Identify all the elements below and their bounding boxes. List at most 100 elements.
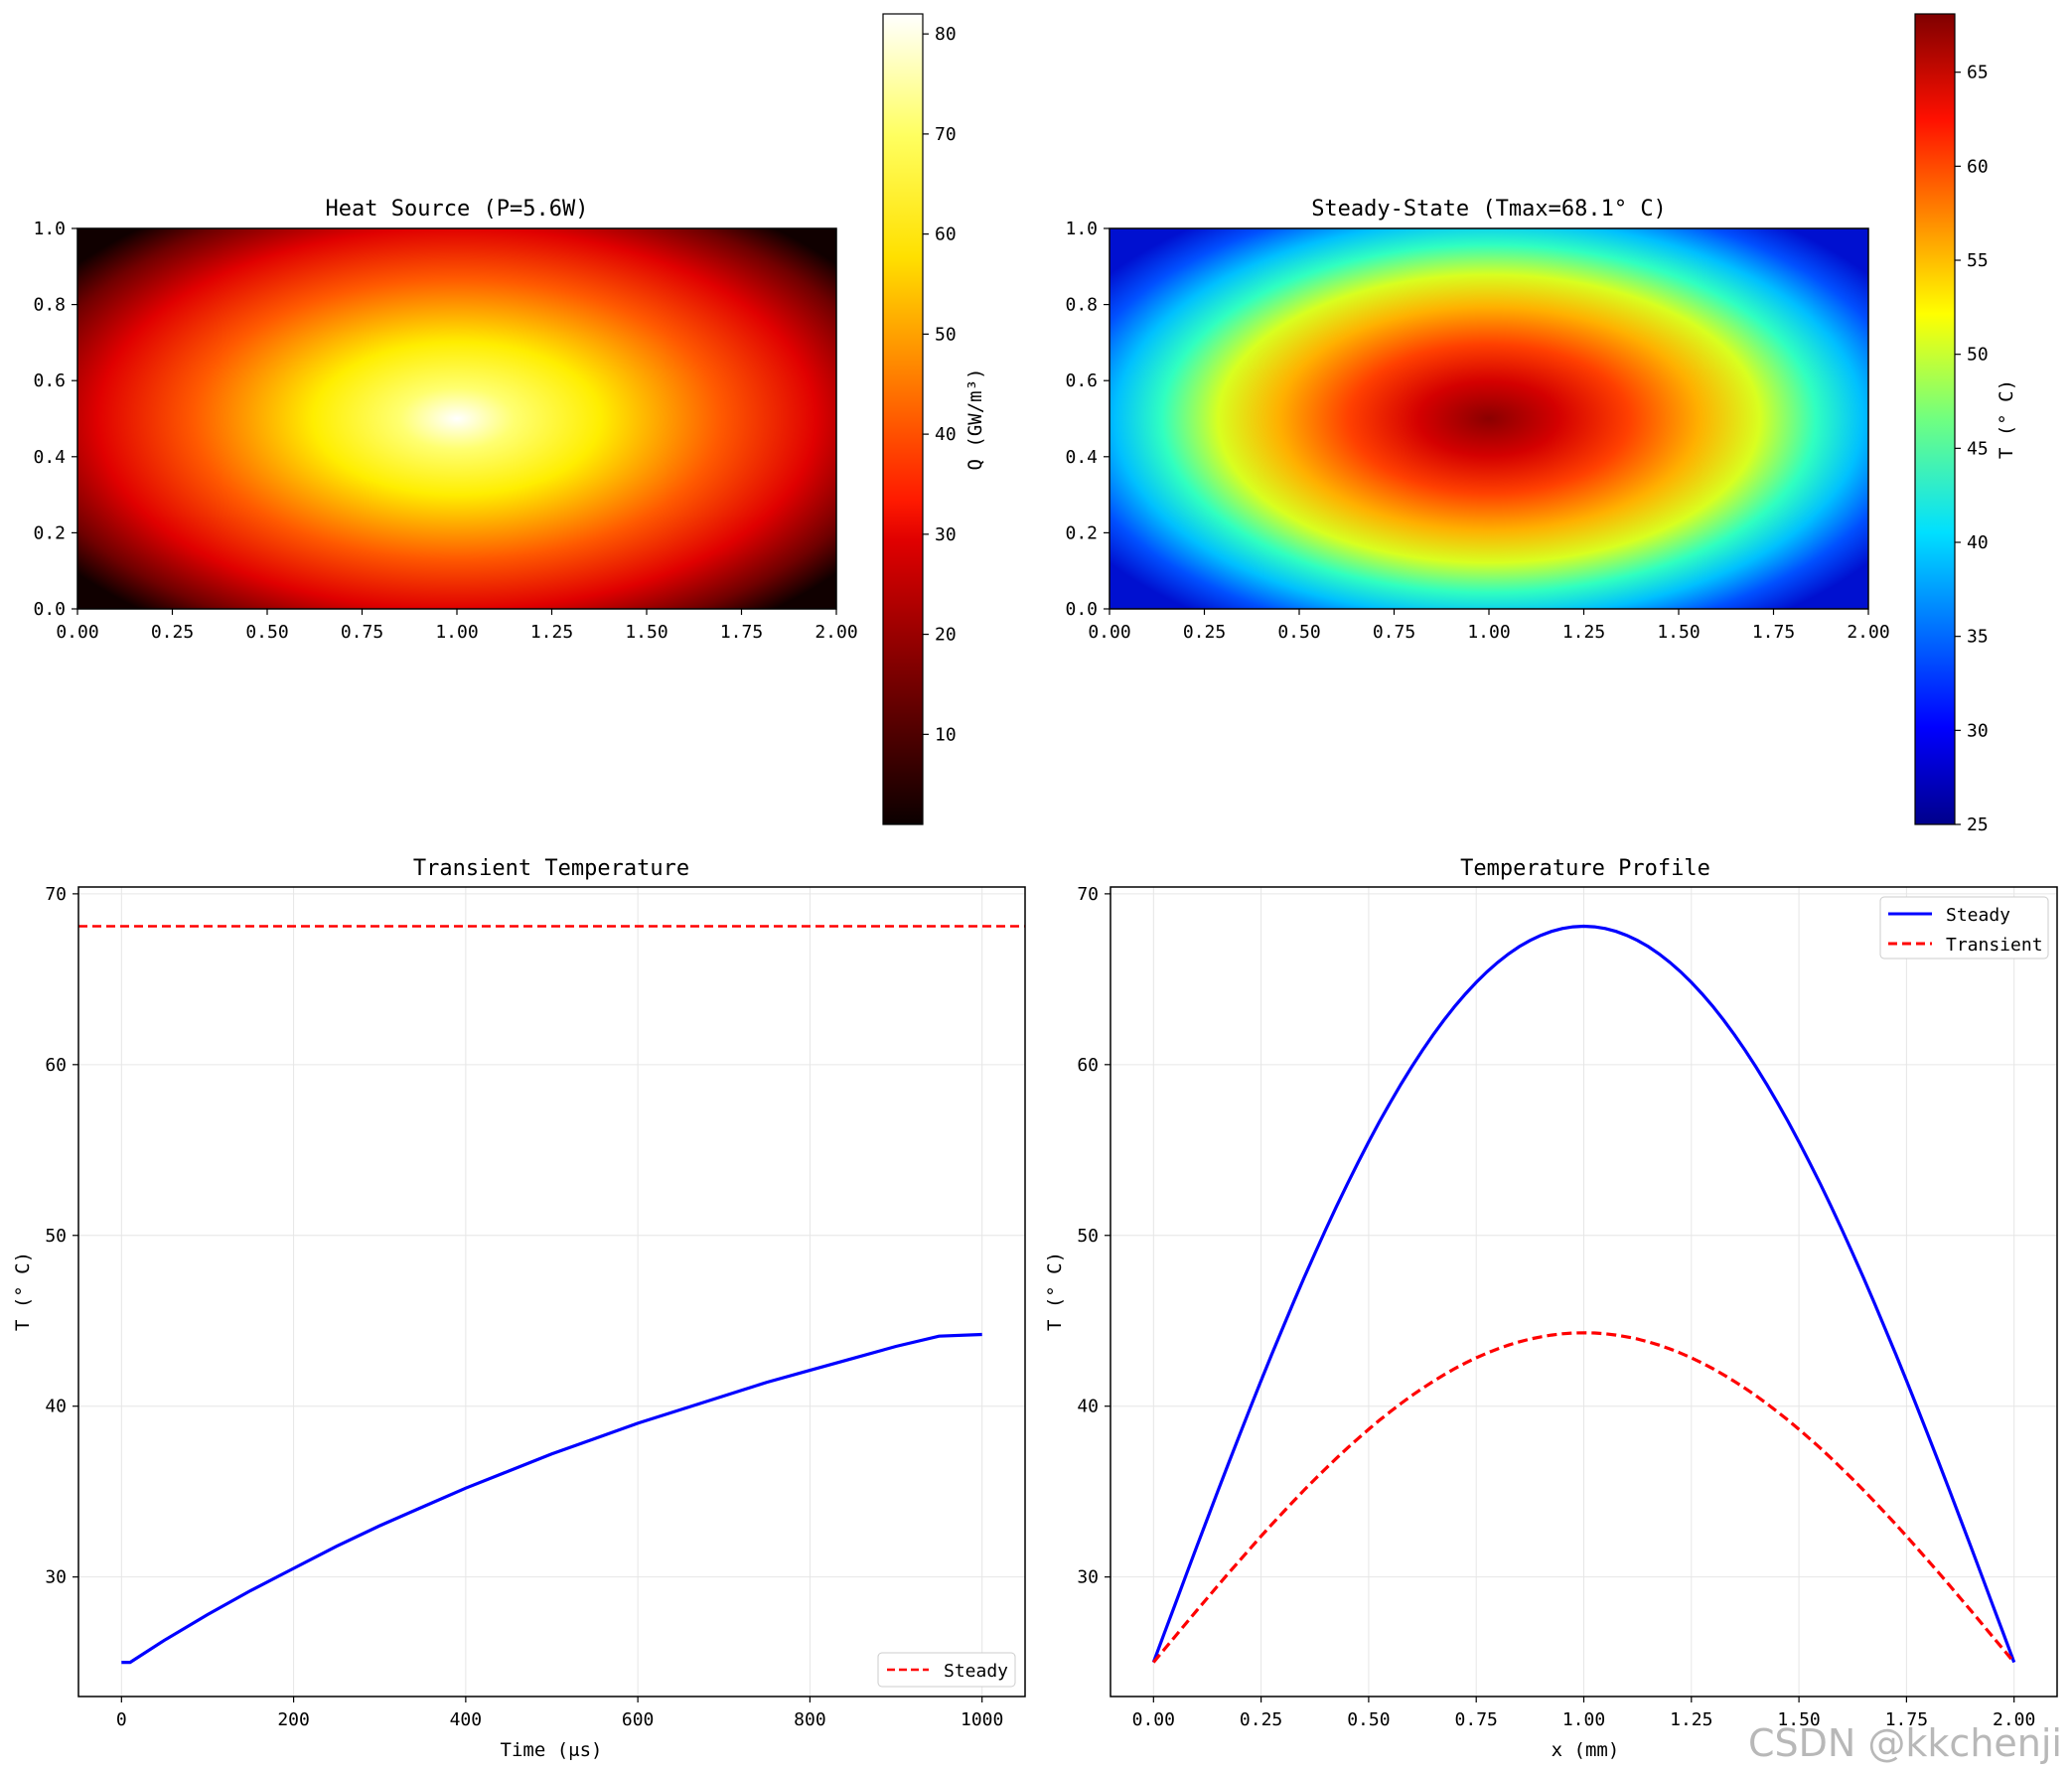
transient-y-tick-label: 70	[45, 884, 67, 905]
steady-state-x-tick-label: 0.50	[1277, 622, 1320, 643]
steady-state-y-tick-label: 0.0	[1065, 599, 1098, 620]
profile-y-tick-label: 50	[1077, 1226, 1099, 1247]
steady-state-x-tick-label: 1.50	[1657, 622, 1700, 643]
profile-legend-transient-label: Transient	[1946, 935, 2043, 956]
transient-legend-steady-label: Steady	[944, 1661, 1008, 1682]
heat-source-y-tick-label: 0.8	[33, 295, 66, 316]
transient-x-tick-label: 0	[116, 1709, 127, 1730]
steady-state-colorbar-tick-label: 30	[1967, 720, 1989, 741]
transient-legend: Steady	[877, 1652, 1016, 1688]
heat-source-colorbar	[882, 13, 924, 825]
steady-state-x-ticks: 0.00 0.25 0.50 0.75 1.00 1.25 1.50 1.75 2.00	[1088, 609, 1890, 643]
transient-series	[78, 925, 1025, 1665]
profile-legend-steady-label: Steady	[1946, 905, 2010, 926]
transient-y-tick-label: 30	[45, 1567, 67, 1588]
transient-y-tick-label: 60	[45, 1055, 67, 1076]
profile-x-ticks: 0.00 0.25 0.50 0.75 1.00 1.25 1.50 1.75 2.00	[1132, 1697, 2035, 1730]
heat-source-colorbar-tick-label: 40	[935, 424, 957, 445]
steady-state-y-tick-label: 0.6	[1065, 370, 1098, 391]
steady-state-y-tick-label: 0.2	[1065, 522, 1098, 543]
transient-grid	[78, 887, 1025, 1697]
steady-state-y-tick-label: 1.0	[1065, 219, 1098, 239]
profile-y-label: T (° C)	[1044, 1252, 1066, 1331]
watermark: CSDN @kkchenji	[1748, 1721, 2062, 1765]
heat-source-colorbar-label: Q (GW/m³)	[964, 369, 986, 471]
transient-y-label: T (° C)	[12, 1252, 34, 1331]
profile-series	[1151, 924, 2016, 1664]
profile-y-tick-label: 70	[1077, 884, 1099, 905]
transient-x-tick-label: 600	[622, 1709, 655, 1730]
heat-source-colorbar-tick-label: 70	[935, 124, 957, 145]
heat-source-hotspot	[77, 228, 836, 609]
steady-state-x-tick-label: 0.00	[1088, 622, 1130, 643]
profile-x-tick-label: 1.25	[1670, 1709, 1712, 1730]
heat-source-y-tick-label: 0.2	[33, 522, 66, 543]
profile-panel: Temperature Profile 0.00 0.25 0.50 0.75 1.00…	[1044, 856, 2058, 1761]
transient-title: Transient Temperature	[413, 856, 689, 881]
profile-x-tick-label: 1.50	[1777, 1709, 1820, 1730]
steady-state-colorbar-label: T (° C)	[1996, 379, 2017, 459]
heat-source-x-ticks: 0.00 0.25 0.50 0.75 1.00 1.25 1.50 1.75 2.00	[56, 609, 858, 643]
transient-x-ticks: 0 200 400 600 800 1000	[116, 1697, 1003, 1730]
steady-state-colorbar-tick-label: 65	[1967, 63, 1989, 83]
transient-x-tick-label: 800	[794, 1709, 826, 1730]
heat-source-y-tick-label: 0.0	[33, 599, 66, 620]
transient-legend-box	[877, 1652, 1016, 1688]
heat-source-x-tick-label: 1.50	[625, 622, 667, 643]
steady-state-x-tick-label: 1.75	[1752, 622, 1795, 643]
steady-state-y-ticks: 0.0 0.2 0.4 0.6 0.8 1.0	[1065, 219, 1110, 620]
profile-y-tick-label: 30	[1077, 1567, 1099, 1588]
steady-state-y-tick-label: 0.8	[1065, 295, 1098, 316]
steady-state-colorbar-tick-label: 25	[1967, 814, 1989, 835]
profile-title: Temperature Profile	[1460, 856, 1710, 881]
steady-state-colorbar	[1914, 13, 1956, 825]
profile-x-tick-label: 0.75	[1455, 1709, 1498, 1730]
transient-series-transient-line	[121, 1332, 982, 1665]
heat-source-x-tick-label: 1.00	[435, 622, 478, 643]
heat-source-x-tick-label: 2.00	[814, 622, 857, 643]
heat-source-title: Heat Source (P=5.6W)	[326, 197, 589, 222]
steady-state-colorbar-tick-label: 60	[1967, 156, 1989, 177]
steady-state-panel: Steady-State (Tmax=68.1° C) 0.00 0.25 0.50…	[1065, 13, 2017, 835]
profile-x-tick-label: 1.75	[1885, 1709, 1928, 1730]
steady-state-colorbar-ticks: 25 30 35 40 45 50 55 60 65	[1955, 63, 1989, 835]
transient-x-tick-label: 400	[450, 1709, 483, 1730]
transient-frame	[77, 886, 1026, 1698]
heat-source-x-tick-label: 0.75	[341, 622, 383, 643]
heat-source-x-tick-label: 0.00	[56, 622, 98, 643]
heat-source-colorbar-tick-label: 80	[935, 24, 957, 45]
profile-x-tick-label: 2.00	[1993, 1709, 2035, 1730]
steady-state-x-tick-label: 1.25	[1562, 622, 1605, 643]
heat-source-x-tick-label: 0.50	[245, 622, 288, 643]
heat-source-x-tick-label: 1.25	[530, 622, 573, 643]
heat-source-y-tick-label: 0.4	[33, 447, 66, 468]
profile-x-tick-label: 0.00	[1132, 1709, 1175, 1730]
heat-source-y-ticks: 0.0 0.2 0.4 0.6 0.8 1.0	[33, 219, 77, 620]
profile-series-steady-line	[1151, 924, 2016, 1664]
profile-x-label: x (mm)	[1552, 1739, 1620, 1761]
profile-series-transient-line	[1152, 1331, 2015, 1664]
profile-y-ticks: 30 40 50 60 70	[1077, 884, 1110, 1588]
heat-source-colorbar-tick-label: 20	[935, 625, 957, 646]
steady-state-x-tick-label: 0.25	[1183, 622, 1226, 643]
heat-source-colorbar-tick-label: 60	[935, 224, 957, 245]
profile-y-tick-label: 60	[1077, 1055, 1099, 1076]
profile-x-tick-label: 1.00	[1562, 1709, 1605, 1730]
steady-state-x-tick-label: 0.75	[1373, 622, 1415, 643]
heat-source-colorbar-tick-label: 30	[935, 524, 957, 545]
transient-y-tick-label: 40	[45, 1397, 67, 1417]
steady-state-colorbar-tick-label: 35	[1967, 627, 1989, 648]
steady-state-colorbar-tick-label: 50	[1967, 345, 1989, 366]
profile-y-tick-label: 40	[1077, 1397, 1099, 1417]
steady-state-title: Steady-State (Tmax=68.1° C)	[1311, 197, 1667, 222]
steady-state-y-tick-label: 0.4	[1065, 447, 1098, 468]
steady-state-colorbar-tick-label: 55	[1967, 250, 1989, 271]
transient-x-label: Time (μs)	[501, 1739, 603, 1761]
steady-state-x-tick-label: 2.00	[1847, 622, 1889, 643]
steady-state-colorbar-tick-label: 40	[1967, 532, 1989, 553]
profile-x-tick-label: 0.25	[1240, 1709, 1282, 1730]
heat-source-y-tick-label: 1.0	[33, 219, 66, 239]
transient-y-tick-label: 50	[45, 1226, 67, 1247]
profile-x-tick-label: 0.50	[1347, 1709, 1390, 1730]
